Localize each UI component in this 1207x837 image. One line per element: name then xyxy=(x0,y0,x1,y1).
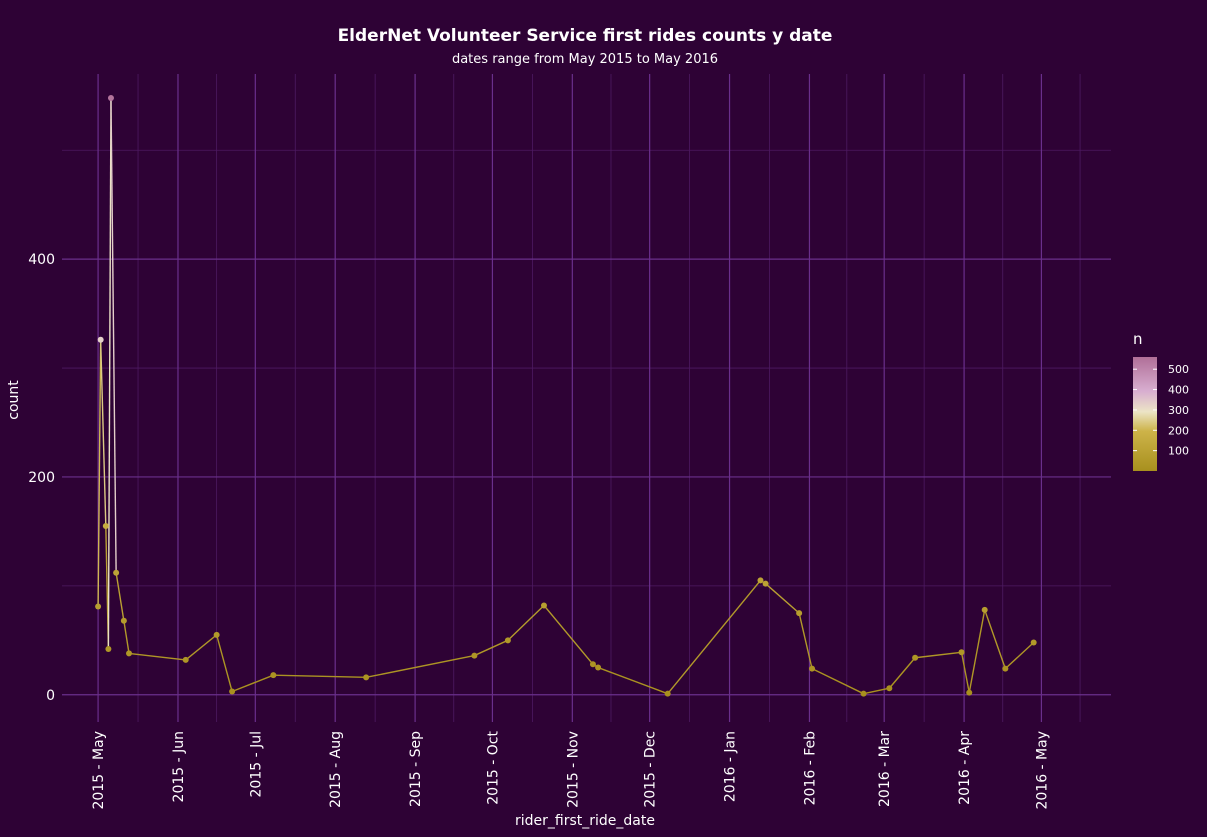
data-point xyxy=(107,94,114,101)
series-line-segment xyxy=(474,639,509,657)
series-line-segment xyxy=(968,609,986,693)
x-tick-label: 2016 - Jan xyxy=(723,731,739,802)
series-line-segment xyxy=(798,612,813,669)
data-point xyxy=(595,664,602,671)
x-tick-label: 2016 - Mar xyxy=(877,731,893,807)
data-point xyxy=(796,610,803,617)
series-line-segment xyxy=(863,687,890,695)
data-points xyxy=(95,94,1037,697)
data-point xyxy=(762,580,769,587)
y-tick-label: 200 xyxy=(28,470,55,486)
data-point xyxy=(966,689,973,696)
series-line-segment xyxy=(99,339,107,526)
data-point xyxy=(981,606,988,613)
data-point xyxy=(213,631,220,638)
legend-colorbar xyxy=(1133,357,1157,471)
data-point xyxy=(113,569,120,576)
data-point xyxy=(540,602,547,609)
series-line-group xyxy=(97,97,1035,695)
data-point xyxy=(1002,665,1009,672)
data-point xyxy=(97,336,104,343)
data-point xyxy=(664,690,671,697)
series-line-segment xyxy=(888,657,916,689)
data-point xyxy=(471,652,478,659)
y-tick-label: 400 xyxy=(28,252,55,268)
data-point xyxy=(1030,639,1037,646)
x-tick-label: 2015 - Dec xyxy=(643,731,659,808)
series-line-segment xyxy=(667,579,762,695)
series-line-segment xyxy=(273,674,367,679)
x-axis-ticks: 2015 - May 2015 - Jun 2015 - Jul 2015 - Aug… xyxy=(91,730,1050,809)
legend-tick-label: 200 xyxy=(1168,424,1189,437)
color-legend: n 100 200 300 400 500 xyxy=(1133,330,1189,471)
data-point xyxy=(912,654,919,661)
series-line-segment xyxy=(915,651,962,659)
chart-title: ElderNet Volunteer Service first rides c… xyxy=(338,26,833,46)
legend-tick-label: 500 xyxy=(1168,363,1189,376)
series-line-segment xyxy=(215,634,233,692)
data-point xyxy=(229,688,236,695)
data-point xyxy=(363,674,370,681)
series-line-segment xyxy=(107,97,112,650)
x-tick-label: 2015 - Jun xyxy=(171,731,187,802)
series-line-segment xyxy=(507,604,545,641)
x-tick-label: 2015 - Nov xyxy=(565,731,581,808)
series-line-segment xyxy=(231,674,274,693)
data-point xyxy=(102,522,109,529)
series-line-segment xyxy=(123,620,130,654)
series-line-segment xyxy=(365,654,475,679)
y-axis-title: count xyxy=(6,380,22,420)
x-tick-label: 2015 - May xyxy=(91,731,107,810)
x-tick-label: 2015 - Jul xyxy=(248,731,264,797)
grid-minor xyxy=(62,74,1111,722)
data-point xyxy=(105,646,112,653)
x-axis-title: rider_first_ride_date xyxy=(515,813,655,829)
legend-tick-label: 100 xyxy=(1168,445,1189,458)
data-point xyxy=(589,661,596,668)
data-point xyxy=(958,649,965,656)
y-tick-label: 0 xyxy=(46,688,55,704)
legend-title: n xyxy=(1133,330,1143,348)
data-point xyxy=(95,603,102,610)
series-line-segment xyxy=(128,652,186,661)
data-point xyxy=(182,656,189,663)
grid-major xyxy=(62,74,1111,722)
data-point xyxy=(126,650,133,657)
data-point xyxy=(270,672,277,679)
series-line-segment xyxy=(984,609,1006,669)
series-line-segment xyxy=(960,652,970,693)
series-line-segment xyxy=(115,572,125,621)
series-line-segment xyxy=(185,634,218,661)
legend-tick-label: 300 xyxy=(1168,404,1189,417)
data-point xyxy=(120,617,127,624)
x-tick-label: 2016 - Apr xyxy=(957,731,973,805)
legend-ticks: 100 200 300 400 500 xyxy=(1133,363,1189,458)
x-tick-label: 2016 - May xyxy=(1034,731,1050,810)
data-point xyxy=(860,690,867,697)
series-line-segment xyxy=(765,583,800,614)
data-point xyxy=(504,637,511,644)
data-point xyxy=(757,577,764,584)
chart-subtitle: dates range from May 2015 to May 2016 xyxy=(452,52,718,67)
series-line-segment xyxy=(1004,641,1035,670)
series-line-segment xyxy=(811,668,864,695)
series-line-segment xyxy=(110,97,117,573)
x-tick-label: 2015 - Aug xyxy=(328,731,344,808)
x-tick-label: 2015 - Sep xyxy=(408,731,424,807)
legend-tick-label: 400 xyxy=(1168,384,1189,397)
series-line-segment xyxy=(597,666,668,695)
x-tick-label: 2016 - Feb xyxy=(802,731,818,805)
series-line-segment xyxy=(97,339,102,607)
x-tick-label: 2015 - Oct xyxy=(485,730,501,804)
data-point xyxy=(886,685,893,692)
series-line-segment xyxy=(543,605,594,665)
data-point xyxy=(809,665,816,672)
y-axis-ticks: 0 200 400 xyxy=(28,252,55,704)
